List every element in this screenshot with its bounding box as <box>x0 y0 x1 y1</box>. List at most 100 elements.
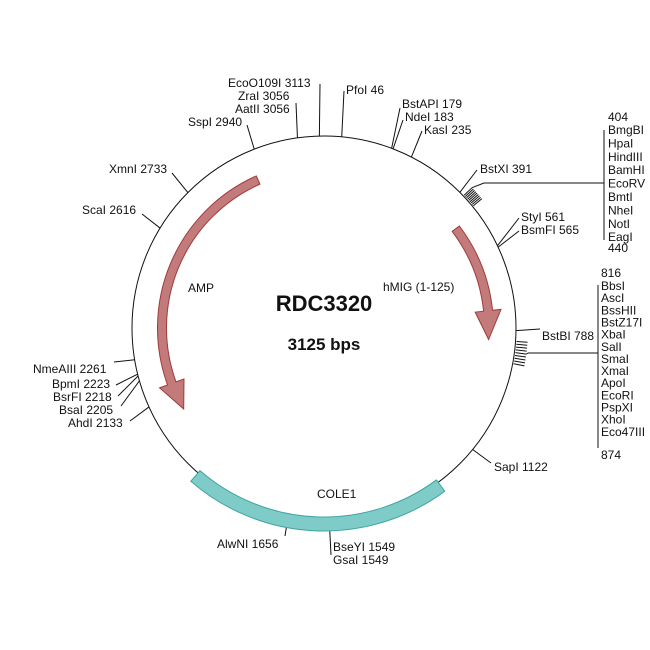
mcs-enzyme: XbaI <box>601 328 626 342</box>
feature-label-hmig: hMIG (1-125) <box>383 280 454 294</box>
mcs1-end: 440 <box>608 241 628 255</box>
site-label: BpmI 2223 <box>52 377 110 391</box>
mcs2-leader <box>526 352 529 355</box>
site-tick <box>171 172 189 193</box>
mcs-site-tick <box>516 346 528 349</box>
site-tick <box>391 107 401 149</box>
mcs-cluster-1: 404 BmgBIHpaIHindIIIBamHIEcoRVBmtINheINo… <box>484 110 645 255</box>
mcs-enzyme: HpaI <box>608 136 633 150</box>
site-tick <box>295 102 298 138</box>
mcs-enzyme: AscI <box>601 291 624 305</box>
site-label: EcoO109I 3113 <box>228 76 311 90</box>
site-tick <box>341 90 345 137</box>
site-tick <box>117 375 139 397</box>
mcs-site-tick <box>516 340 528 343</box>
site-label: BstAPI 179 <box>402 97 462 111</box>
mcs-site-tick <box>463 187 473 196</box>
site-ticks <box>113 83 541 556</box>
mcs2-start: 816 <box>601 266 621 280</box>
mcs-site-tick <box>473 198 483 207</box>
site-label: AhdI 2133 <box>68 416 123 430</box>
mcs-enzyme: Eco47III <box>601 425 645 439</box>
site-label: BstXI 391 <box>480 162 532 176</box>
feature-label-amp: AMP <box>188 281 214 295</box>
mcs-site-tick <box>467 191 477 200</box>
mcs-site-tick <box>516 343 528 346</box>
site-tick <box>497 217 520 247</box>
mcs-enzyme: XmaI <box>601 364 629 378</box>
site-label: XmnI 2733 <box>109 162 167 176</box>
mcs2-end: 874 <box>601 448 621 462</box>
mcs-enzyme: HindIII <box>608 150 643 164</box>
site-tick <box>120 380 140 407</box>
mcs-enzyme: BmtI <box>608 190 633 204</box>
mcs-site-tick <box>468 192 478 201</box>
site-tick <box>410 130 423 158</box>
site-tick <box>113 359 135 363</box>
site-label: StyI 561 <box>521 210 565 224</box>
site-label: AlwNI 1656 <box>217 537 279 551</box>
mcs-site-tick <box>469 194 479 203</box>
site-label: BsmFI 565 <box>521 223 579 237</box>
site-label: BsrFI 2218 <box>53 390 112 404</box>
site-label: AatII 3056 <box>235 102 290 116</box>
mcs-site-tick <box>515 352 527 355</box>
site-label: BseYI 1549 <box>333 540 395 554</box>
mcs-enzyme: NheI <box>608 203 633 217</box>
mcs-site-tick <box>514 354 526 358</box>
site-label: BstBI 788 <box>542 329 594 343</box>
mcs-site-tick <box>464 188 474 197</box>
mcs1-leader <box>471 182 485 189</box>
site-tick <box>318 83 321 137</box>
mcs-enzyme: EcoRI <box>601 388 634 402</box>
mcs-site-tick <box>470 195 480 204</box>
mcs-enzyme: SalI <box>601 340 622 354</box>
mcs-site-tick <box>514 360 526 364</box>
mcs-enzyme: BssHII <box>601 303 636 317</box>
mcs-enzyme: BstZ17I <box>601 315 642 329</box>
mcs-site-tick <box>514 357 526 361</box>
mcs-enzyme: PspXI <box>601 401 633 415</box>
site-tick <box>129 406 150 422</box>
feature-label-cole1: COLE1 <box>317 487 357 501</box>
mcs-site-tick <box>466 190 475 199</box>
mcs-site-tick <box>513 363 525 367</box>
site-label: SspI 2940 <box>188 115 242 129</box>
site-label: NmeAIII 2261 <box>33 362 107 376</box>
mcs-enzyme: XhoI <box>601 413 626 427</box>
mcs-enzyme: BmgBI <box>608 123 644 137</box>
plasmid-name: RDC3320 <box>276 291 373 316</box>
site-tick <box>472 449 492 464</box>
cole1-band[interactable] <box>190 469 446 532</box>
mcs-enzyme: NotI <box>608 217 630 231</box>
site-tick <box>497 230 520 248</box>
mcs-site-tick <box>471 196 481 205</box>
plasmid-backbone <box>131 135 517 521</box>
mcs-enzyme: EagI <box>608 230 633 244</box>
site-label: NdeI 183 <box>405 110 454 124</box>
amp-arrow[interactable] <box>157 175 261 411</box>
hmig-arrow[interactable] <box>451 225 502 341</box>
mcs1-start: 404 <box>608 110 628 124</box>
mcs-enzyme: ApoI <box>601 376 626 390</box>
mcs-site-tick <box>515 349 527 352</box>
site-label: GsaI 1549 <box>333 553 389 567</box>
mcs-enzyme: BamHI <box>608 163 645 177</box>
site-label: ZraI 3056 <box>238 89 290 103</box>
site-tick <box>392 119 404 150</box>
site-tick <box>246 124 255 150</box>
site-tick <box>141 213 161 229</box>
site-label: BsaI 2205 <box>59 403 113 417</box>
site-tick <box>515 328 541 332</box>
site-label: PfoI 46 <box>346 83 384 97</box>
site-tick <box>115 373 138 386</box>
mcs-enzyme: EcoRV <box>608 177 645 191</box>
site-label: ScaI 2616 <box>82 203 136 217</box>
plasmid-size: 3125 bps <box>288 335 361 354</box>
mcs-cluster-2: 816 BbsIAscIBssHIIBstZ17IXbaISalISmaIXma… <box>528 266 645 462</box>
mcs-enzyme: SmaI <box>601 352 629 366</box>
site-tick <box>459 169 478 193</box>
site-label: KasI 235 <box>424 123 472 137</box>
mcs-enzyme: BbsI <box>601 279 625 293</box>
